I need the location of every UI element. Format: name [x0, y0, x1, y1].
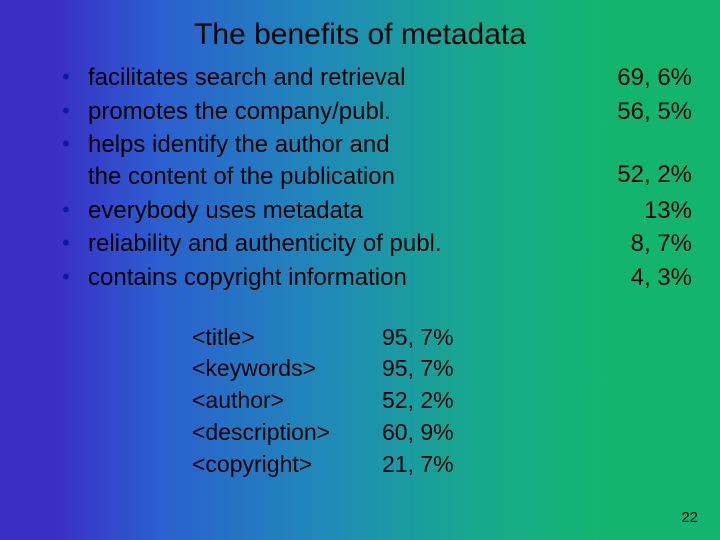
benefits-list: • facilitates search and retrieval 69, 6…: [62, 62, 692, 294]
tag-name: <keywords>: [192, 353, 382, 385]
tag-percent: 52, 2%: [382, 385, 472, 417]
bullet-icon: •: [62, 129, 88, 160]
bullet-icon: •: [62, 262, 88, 293]
bullet-icon: •: [62, 62, 88, 93]
list-item: • facilitates search and retrieval 69, 6…: [62, 62, 692, 94]
bullet-icon: •: [62, 96, 88, 127]
page-number: 22: [681, 509, 698, 526]
bullet-percent: 13%: [592, 195, 692, 227]
bullet-percent: 56, 5%: [592, 96, 692, 128]
bullet-text: contains copyright information: [88, 262, 592, 294]
bullet-text: facilitates search and retrieval: [88, 62, 592, 94]
tag-name: <copyright>: [192, 449, 382, 481]
list-item: • helps identify the author and the cont…: [62, 129, 692, 192]
slide-content: • facilitates search and retrieval 69, 6…: [0, 62, 720, 480]
tag-percent: 60, 9%: [382, 417, 472, 449]
bullet-icon: •: [62, 228, 88, 259]
table-row: <author> 52, 2%: [192, 385, 692, 417]
tag-percent: 95, 7%: [382, 322, 472, 354]
table-row: <copyright> 21, 7%: [192, 449, 692, 481]
bullet-percent: 8, 7%: [592, 228, 692, 260]
bullet-icon: •: [62, 195, 88, 226]
bullet-percent: 69, 6%: [592, 62, 692, 94]
list-item: • promotes the company/publ. 56, 5%: [62, 96, 692, 128]
list-item: • reliability and authenticity of publ. …: [62, 228, 692, 260]
tag-percent: 21, 7%: [382, 449, 472, 481]
bullet-percent: 4, 3%: [592, 262, 692, 294]
tag-name: <title>: [192, 322, 382, 354]
slide: The benefits of metadata • facilitates s…: [0, 0, 720, 540]
bullet-text: reliability and authenticity of publ.: [88, 228, 592, 260]
slide-title: The benefits of metadata: [0, 0, 720, 62]
bullet-text: everybody uses metadata: [88, 195, 592, 227]
table-row: <title> 95, 7%: [192, 322, 692, 354]
bullet-text: promotes the company/publ.: [88, 96, 592, 128]
tag-percent: 95, 7%: [382, 353, 472, 385]
list-item: • everybody uses metadata 13%: [62, 195, 692, 227]
tag-name: <author>: [192, 385, 382, 417]
bullet-text: helps identify the author and the conten…: [88, 129, 592, 192]
metadata-tags-table: <title> 95, 7% <keywords> 95, 7% <author…: [192, 322, 692, 481]
table-row: <keywords> 95, 7%: [192, 353, 692, 385]
tag-name: <description>: [192, 417, 382, 449]
table-row: <description> 60, 9%: [192, 417, 692, 449]
bullet-percent: 52, 2%: [592, 159, 692, 193]
list-item: • contains copyright information 4, 3%: [62, 262, 692, 294]
